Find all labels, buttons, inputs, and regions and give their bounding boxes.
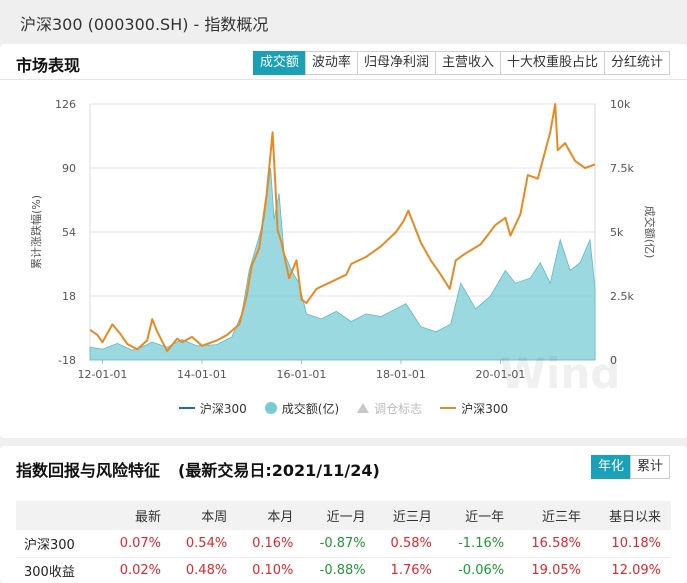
y-axis-title: 累计涨跌幅(%) [29,195,43,269]
x-tick-label: 18-01-01 [376,368,426,381]
table-cell: 16.58% [514,530,591,558]
market-card-header: 市场表现 成交额 波动率 归母净利润 主营收入 十大权重股占比 分红统计 [0,44,687,80]
legend-dot-swatch [264,402,277,414]
returns-table-header: 最新 本周 本月 近一月 近三月 近一年 近三年 基日以来 [16,501,671,530]
table-cell: 0.10% [237,557,304,583]
column-header: 近一年 [441,501,515,530]
table-cell: -0.88% [303,557,376,583]
column-header: 本月 [237,501,304,530]
legend-item-2[interactable]: 调仓标志 [357,400,422,417]
page-title: 沪深300 (000300.SH) - 指数概况 [20,15,269,34]
returns-table-body: 沪深300 0.07% 0.54% 0.16% -0.87% 0.58% -1.16% 16.… [16,530,671,583]
table-cell: -0.06% [441,557,515,583]
x-tick-label: 20-01-01 [475,368,525,381]
x-tick-label: 16-01-01 [276,368,326,381]
returns-table: 最新 本周 本月 近一月 近三月 近一年 近三年 基日以来 沪深300 0.07% 0.54% 0.… [16,501,671,583]
table-cell: 19.05% [514,557,591,583]
legend-item-0[interactable]: 沪深300 [178,400,247,417]
y-tick-label: 126 [55,98,76,111]
market-tab-bar: 成交额 波动率 归母净利润 主营收入 十大权重股占比 分红统计 [252,51,670,75]
row-name: 300收益 [16,557,105,583]
table-cell: 0.48% [171,557,238,583]
chart-legend: 沪深300 成交额(亿) 调仓标志 沪深300 [0,396,687,420]
table-cell: 1.76% [375,557,442,583]
y-tick-label: -18 [58,354,76,367]
window-title-bar: 沪深300 (000300.SH) - 指数概况 [0,0,687,44]
legend-triangle-icon [357,403,370,413]
table-cell: 0.16% [237,530,304,558]
legend-label: 沪深300 [461,401,509,416]
y2-tick-label: 0 [610,354,617,367]
table-cell: 0.58% [375,530,442,558]
returns-tab-0[interactable]: 年化 [590,455,631,479]
returns-title: 指数回报与风险特征 [16,461,161,480]
column-header: 近一月 [303,501,376,530]
tab-2[interactable]: 归母净利润 [356,51,436,75]
legend-item-1[interactable]: 成交额(亿) [264,400,340,417]
tab-0[interactable]: 成交额 [252,51,306,75]
returns-tab-bar: 年化 累计 [590,455,670,479]
table-cell: 12.09% [590,557,671,583]
column-header: 基日以来 [590,501,671,530]
legend-item-3[interactable]: 沪深300 [440,400,508,417]
table-row: 300收益 0.02% 0.48% 0.10% -0.88% 1.76% -0.06% 19.… [16,557,671,583]
y-tick-label: 18 [62,290,76,303]
wind-watermark: Wind [500,349,621,396]
returns-subtitle: (最新交易日:2021/11/24) [178,461,380,480]
legend-label: 沪深300 [199,401,247,416]
legend-label: 成交额(亿) [281,401,340,416]
market-chart[interactable]: 126 90 54 18 -18 10k 7.5k 5k 2.5k 0 12-01-01 14-01-… [0,88,687,396]
table-cell: -1.16% [441,530,515,558]
column-header: 本周 [171,501,238,530]
x-tick-label: 14-01-01 [177,368,227,381]
column-header [16,501,105,530]
table-row: 沪深300 0.07% 0.54% 0.16% -0.87% 0.58% -1.16% 16.… [16,530,671,558]
tab-3[interactable]: 主营收入 [434,51,501,75]
market-card-title: 市场表现 [16,56,81,75]
row-name: 沪深300 [16,530,105,558]
table-cell: 10.18% [590,530,671,558]
table-cell: -0.87% [303,530,376,558]
tab-1[interactable]: 波动率 [304,51,358,75]
table-cell: 0.07% [104,530,171,558]
y2-tick-label: 10k [610,98,631,111]
y2-tick-label: 7.5k [610,162,634,175]
column-header: 最新 [104,501,171,530]
column-header: 近三月 [375,501,442,530]
series-index-line[interactable] [89,103,596,353]
legend-line-swatch [440,407,457,409]
tab-5[interactable]: 分红统计 [603,51,670,75]
market-performance-card: 市场表现 成交额 波动率 归母净利润 主营收入 十大权重股占比 分红统计 126 90 54 1… [0,44,687,438]
table-cell: 0.54% [171,530,238,558]
y-tick-label: 90 [62,162,76,175]
legend-line-swatch [178,407,195,409]
series-volume-area[interactable] [89,167,596,361]
column-header: 近三年 [514,501,591,530]
y2-tick-label: 5k [610,226,624,239]
x-tick-label: 12-01-01 [77,368,127,381]
tab-4[interactable]: 十大权重股占比 [499,51,605,75]
index-returns-card: 指数回报与风险特征 (最新交易日:2021/11/24) 年化 累计 最新 本周 本月… [0,446,687,583]
returns-tab-1[interactable]: 累计 [629,455,670,479]
y2-axis-title: 成交额(亿) [643,206,657,259]
y2-tick-label: 2.5k [610,290,634,303]
legend-label: 调仓标志 [374,401,423,416]
y-tick-label: 54 [62,226,76,239]
table-cell: 0.02% [104,557,171,583]
